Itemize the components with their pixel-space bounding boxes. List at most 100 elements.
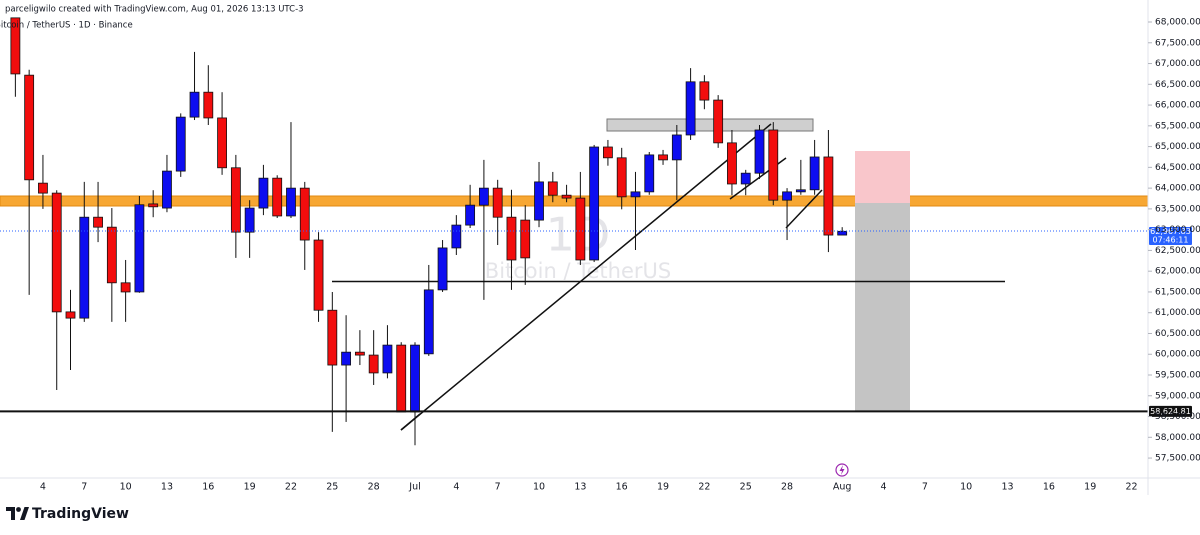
candle-body — [823, 156, 834, 236]
y-tick-label: 68,000.00 — [1155, 18, 1200, 28]
candle-body — [520, 219, 531, 259]
x-tick-label: 22 — [285, 482, 297, 493]
x-tick-label: 7 — [495, 482, 501, 493]
header: parceligwilo created with TradingView.co… — [5, 5, 304, 15]
x-tick-label: 28 — [368, 482, 380, 493]
candle-body — [534, 181, 544, 221]
x-tick-label: 7 — [81, 482, 87, 493]
x-tick-label: Aug — [833, 482, 852, 493]
candle-body — [162, 170, 172, 209]
candle-body — [244, 207, 255, 233]
y-tick-label: 58,500.00 — [1155, 412, 1200, 422]
y-tick-label: 59,500.00 — [1155, 371, 1200, 381]
footer — [0, 495, 1200, 531]
candle-body — [478, 187, 489, 206]
price-line-label: 58,624.81 — [1150, 407, 1191, 416]
x-tick-label: 19 — [244, 482, 256, 493]
candle-body — [286, 187, 296, 217]
x-tick-label: 16 — [616, 482, 628, 493]
candle-body — [148, 203, 159, 208]
icon-ring — [835, 463, 849, 477]
x-tick-label: 13 — [161, 482, 173, 493]
candle-body — [313, 239, 324, 311]
y-tick-label: 65,000.00 — [1155, 142, 1200, 152]
candle-body — [189, 91, 200, 118]
position-target-zone — [855, 203, 910, 412]
candle-body — [10, 17, 21, 75]
replay-icon[interactable] — [835, 463, 849, 477]
candle-body — [396, 344, 407, 413]
watermark-symbol: Bitcoin / TetherUS — [485, 259, 671, 283]
candle-body — [809, 156, 820, 191]
y-tick-label: 66,000.00 — [1155, 101, 1200, 111]
candle-body — [547, 181, 558, 196]
candle-body — [492, 187, 503, 218]
candles — [10, 17, 848, 446]
countdown-label: 07:46:11 — [1153, 235, 1189, 244]
x-tick-label: 22 — [698, 482, 710, 493]
candle-body — [410, 344, 420, 413]
candle-body — [258, 177, 269, 209]
support-zone — [0, 195, 1148, 207]
y-tick-label: 60,500.00 — [1155, 329, 1200, 339]
candle-body — [272, 177, 283, 217]
trend-line — [400, 123, 772, 431]
candle-body — [561, 194, 572, 199]
candle-body — [299, 187, 310, 241]
x-tick-label: 10 — [960, 482, 972, 493]
logo-mark — [16, 507, 21, 512]
y-tick-label: 61,000.00 — [1155, 308, 1200, 318]
candle-body — [658, 154, 668, 161]
y-tick-label: 64,000.00 — [1155, 184, 1200, 194]
candle-body — [465, 204, 476, 226]
y-tick-label: 66,500.00 — [1155, 80, 1200, 90]
y-tick-label: 60,000.00 — [1155, 350, 1200, 360]
candle-body — [327, 309, 338, 366]
candle-body — [795, 189, 806, 193]
candle-body — [24, 74, 35, 181]
y-tick-label: 64,500.00 — [1155, 163, 1200, 173]
symbol-legend: Bitcoin / TetherUS · 1D · Binance — [0, 21, 133, 31]
x-tick-label: 28 — [781, 482, 793, 493]
candle-body — [630, 191, 641, 198]
y-tick-label: 57,500.00 — [1155, 454, 1200, 464]
candle-body — [217, 117, 227, 169]
candle-body — [506, 216, 517, 261]
x-tick-label: 13 — [1001, 482, 1013, 493]
x-tick-label: 10 — [120, 482, 132, 493]
candle-body — [341, 351, 352, 366]
candle-body — [713, 99, 724, 144]
candle-body — [175, 116, 186, 172]
candle-body — [451, 224, 462, 249]
x-tick-label: 4 — [40, 482, 46, 493]
y-tick-label: 62,500.00 — [1155, 246, 1200, 256]
logo-mark — [6, 507, 15, 520]
candle-body — [644, 154, 655, 193]
candle-body — [93, 216, 103, 228]
candle-body — [134, 204, 145, 293]
x-tick-label: 4 — [453, 482, 459, 493]
candle-body — [603, 146, 613, 159]
candle-body — [575, 197, 586, 261]
y-tick-label: 59,000.00 — [1155, 391, 1200, 401]
candle-body — [685, 81, 696, 136]
logo-mark — [20, 507, 29, 520]
candle-body — [230, 167, 241, 233]
x-tick-label: 22 — [1126, 482, 1138, 493]
position-stop-zone — [855, 151, 910, 203]
y-tick-label: 63,000.00 — [1155, 225, 1200, 235]
candle-body — [354, 351, 365, 356]
candle-body — [754, 129, 765, 174]
candle-body — [38, 182, 48, 194]
brand: TradingView — [32, 506, 129, 522]
trend-line — [785, 189, 823, 229]
y-tick-label: 67,000.00 — [1155, 59, 1200, 69]
candle-body — [79, 216, 90, 319]
x-tick-label: 25 — [740, 482, 752, 493]
candle-body — [368, 354, 379, 374]
candle-body — [616, 157, 627, 198]
x-tick-label: 16 — [1043, 482, 1055, 493]
